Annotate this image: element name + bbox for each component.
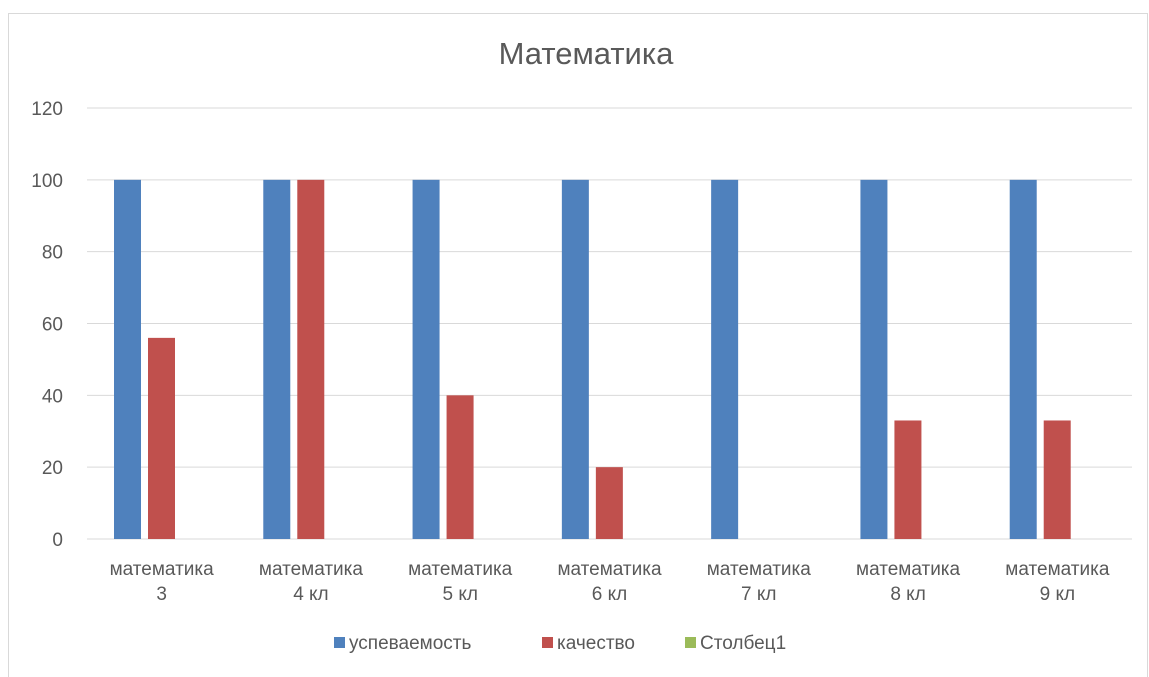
x-tick-line: математика — [259, 559, 364, 580]
x-tick-label-5: математика 7 кл — [707, 559, 812, 605]
legend-label-успеваемость: успеваемость — [349, 633, 471, 654]
bar-успеваемость-1 — [114, 179, 141, 540]
legend-swatch-Столбец1 — [685, 637, 696, 648]
bar-успеваемость-4 — [561, 179, 589, 540]
x-tick-line: математика — [856, 559, 961, 580]
x-tick-line: 5 кл — [442, 584, 477, 605]
x-tick-line: математика — [408, 559, 513, 580]
chart-title: Математика — [499, 36, 674, 71]
x-tick-label-1: математика 3 — [110, 559, 215, 605]
x-tick-line: математика — [110, 559, 215, 580]
x-tick-line: 3 — [156, 584, 167, 605]
bar-качество-7 — [1043, 420, 1071, 539]
x-tick-line: 4 кл — [293, 584, 328, 605]
bars — [114, 179, 1071, 540]
y-axis-ticks: 0 20 40 60 80 100 120 — [31, 99, 63, 551]
y-tick-label-0: 0 — [52, 530, 63, 551]
bar-успеваемость-2 — [263, 179, 291, 540]
x-tick-line: 6 кл — [592, 584, 627, 605]
x-tick-line: 8 кл — [890, 584, 925, 605]
legend-label-Столбец1: Столбец1 — [700, 633, 786, 654]
legend-swatch-успеваемость — [334, 637, 345, 648]
x-tick-label-7: математика 9 кл — [1005, 559, 1110, 605]
x-tick-line: математика — [707, 559, 812, 580]
legend-swatch-качество — [542, 637, 553, 648]
legend-label-качество: качество — [557, 633, 635, 654]
legend: успеваемость качество Столбец1 — [334, 633, 786, 654]
x-tick-line: 9 кл — [1040, 584, 1075, 605]
y-tick-label-20: 20 — [42, 458, 63, 479]
y-tick-label-100: 100 — [31, 171, 63, 192]
x-tick-label-2: математика 4 кл — [259, 559, 364, 605]
x-tick-line: 7 кл — [741, 584, 776, 605]
bar-успеваемость-6 — [860, 179, 888, 540]
bar-успеваемость-3 — [412, 179, 440, 540]
bar-качество-2 — [297, 179, 325, 540]
y-tick-label-40: 40 — [42, 386, 63, 407]
bar-качество-3 — [446, 395, 474, 539]
y-tick-label-60: 60 — [42, 315, 63, 336]
x-tick-label-6: математика 8 кл — [856, 559, 961, 605]
bar-успеваемость-5 — [711, 179, 739, 540]
bar-качество-1 — [148, 337, 175, 539]
x-tick-label-4: математика 6 кл — [557, 559, 662, 605]
x-tick-line: математика — [557, 559, 662, 580]
x-tick-line: математика — [1005, 559, 1110, 580]
bar-качество-6 — [894, 420, 922, 539]
y-tick-label-80: 80 — [42, 243, 63, 264]
bar-качество-4 — [595, 467, 623, 539]
bar-успеваемость-7 — [1009, 179, 1037, 540]
y-tick-label-120: 120 — [31, 99, 63, 120]
x-tick-label-3: математика 5 кл — [408, 559, 513, 605]
